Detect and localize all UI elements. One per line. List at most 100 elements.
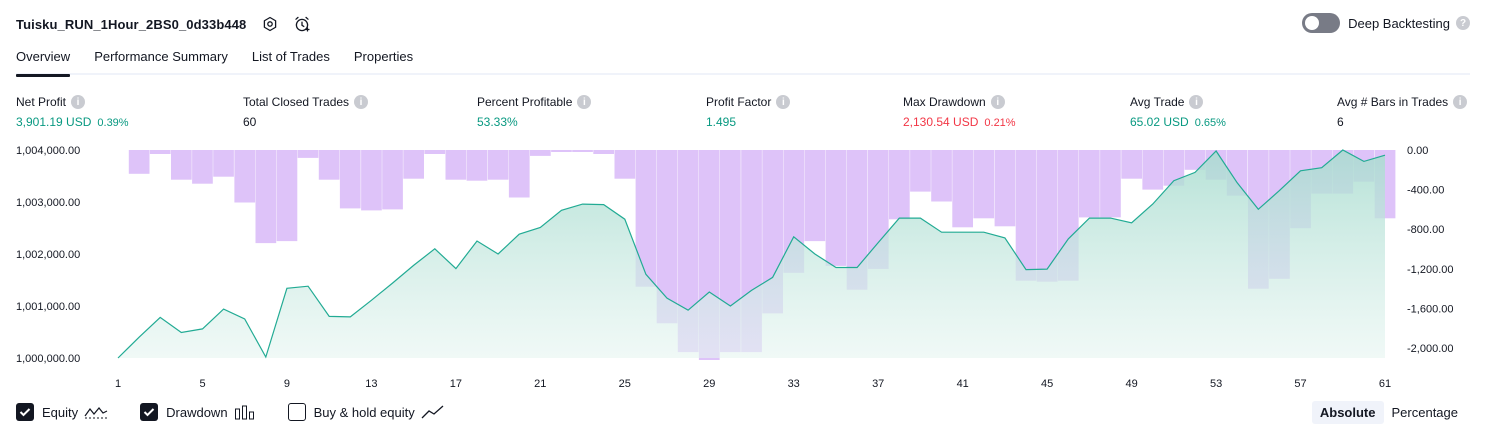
info-icon[interactable]: i bbox=[354, 95, 369, 109]
metric-value: 65.02 USD bbox=[1130, 115, 1189, 129]
info-icon[interactable]: i bbox=[990, 95, 1005, 109]
deep-backtesting-toggle[interactable] bbox=[1302, 13, 1341, 33]
drawdown-bar bbox=[487, 150, 509, 180]
legend-label: Drawdown bbox=[166, 404, 228, 420]
drawdown-bar bbox=[952, 150, 973, 228]
drawdown-bar bbox=[635, 150, 657, 287]
tab-list-of-trades[interactable]: List of Trades bbox=[251, 49, 330, 64]
drawdown-bar bbox=[382, 150, 403, 210]
metric-total-closed-trades: Total Closed Trades i 60 bbox=[243, 94, 369, 129]
legend-equity[interactable]: Equity bbox=[16, 403, 108, 421]
drawdown-bar bbox=[297, 150, 319, 158]
buyhold-line-icon bbox=[421, 404, 445, 420]
info-icon[interactable]: i bbox=[71, 95, 86, 109]
x-axis-tick: 41 bbox=[957, 378, 969, 390]
drawdown-bar bbox=[889, 150, 910, 220]
info-icon[interactable]: i bbox=[1189, 95, 1204, 109]
drawdown-bar bbox=[171, 150, 192, 180]
metric-label: Avg Trade bbox=[1130, 95, 1185, 109]
tab-overview[interactable]: Overview bbox=[16, 47, 71, 77]
x-axis-tick: 61 bbox=[1379, 378, 1391, 390]
equity-checkbox[interactable] bbox=[16, 403, 34, 421]
metric-label: Percent Profitable bbox=[477, 95, 573, 109]
tab-properties[interactable]: Properties bbox=[353, 49, 414, 64]
alarm-clock-add-icon[interactable] bbox=[292, 14, 312, 34]
drawdown-bar bbox=[551, 150, 572, 152]
right-axis-tick: -1,600.00 bbox=[1407, 304, 1453, 316]
x-axis-tick: 57 bbox=[1294, 378, 1306, 390]
drawdown-bar bbox=[149, 150, 171, 154]
deep-backtesting-label: Deep Backtesting bbox=[1348, 15, 1450, 31]
buy-hold-checkbox[interactable] bbox=[287, 403, 306, 421]
drawdown-bar bbox=[656, 150, 678, 324]
metric-percent-profitable: Percent Profitable i 53.33% bbox=[477, 94, 592, 129]
x-axis-tick: 45 bbox=[1041, 378, 1053, 390]
left-axis: 1,004,000.00 1,003,000.00 1,002,000.00 1,00… bbox=[16, 145, 80, 365]
drawdown-bar bbox=[1036, 150, 1058, 282]
metric-net-profit: Net Profit i 3,901.19 USD 0.39% bbox=[16, 94, 129, 129]
metric-value: 6 bbox=[1337, 115, 1344, 129]
drawdown-bar bbox=[403, 150, 424, 179]
drawdown-bar bbox=[1142, 150, 1164, 190]
equity-area bbox=[118, 150, 1385, 358]
equity-area-icon bbox=[84, 404, 108, 420]
x-axis-tick: 49 bbox=[1125, 378, 1137, 390]
x-axis-tick: 5 bbox=[199, 378, 205, 390]
toggle-knob bbox=[1305, 16, 1320, 30]
drawdown-bar bbox=[572, 150, 593, 152]
drawdown-checkbox[interactable] bbox=[140, 403, 159, 421]
drawdown-bar bbox=[276, 150, 298, 242]
metric-value: 3,901.19 USD bbox=[16, 115, 92, 129]
right-axis-tick: -800.00 bbox=[1407, 224, 1444, 236]
drawdown-bars-icon bbox=[234, 404, 256, 420]
drawdown-bar bbox=[361, 150, 382, 211]
legend-drawdown[interactable]: Drawdown bbox=[140, 403, 255, 421]
drawdown-bar bbox=[804, 150, 826, 242]
metric-percent: 0.65% bbox=[1194, 117, 1226, 129]
x-axis-tick: 29 bbox=[703, 378, 715, 390]
right-axis: 0.00 -400.00 -800.00 -1,200.00 -1,600.00 -2,0… bbox=[1407, 145, 1453, 355]
drawdown-bar bbox=[508, 150, 530, 198]
metric-label: Net Profit bbox=[16, 95, 67, 109]
drawdown-bar bbox=[825, 150, 847, 266]
drawdown-bar bbox=[994, 150, 1016, 227]
legend-label: Buy & hold equity bbox=[313, 404, 415, 420]
drawdown-bar bbox=[1079, 150, 1100, 218]
info-icon[interactable]: i bbox=[776, 95, 791, 109]
legend-buy-hold[interactable]: Buy & hold equity bbox=[287, 403, 445, 421]
drawdown-bar bbox=[1121, 150, 1142, 179]
equity-line bbox=[117, 149, 1386, 359]
drawdown-bar bbox=[213, 150, 234, 177]
drawdown-bar bbox=[931, 150, 952, 202]
equity-drawdown-chart[interactable]: 1,004,000.00 1,003,000.00 1,002,000.00 1,00… bbox=[0, 140, 1486, 395]
metric-label: Avg # Bars in Trades bbox=[1337, 95, 1449, 109]
drawdown-bar bbox=[1015, 150, 1037, 281]
left-axis-tick: 1,000,000.00 bbox=[16, 353, 80, 365]
drawdown-bar bbox=[318, 150, 340, 180]
right-axis-tick: -1,200.00 bbox=[1407, 264, 1453, 276]
legend-label: Equity bbox=[42, 404, 79, 420]
metric-max-drawdown: Max Drawdown i 2,130.54 USD 0.21% bbox=[903, 94, 1016, 129]
metric-value: 60 bbox=[243, 115, 257, 129]
metric-avg-bars: Avg # Bars in Trades i 6 bbox=[1337, 94, 1468, 129]
x-axis-tick: 25 bbox=[619, 378, 631, 390]
drawdown-bar bbox=[339, 150, 361, 209]
tab-performance-summary[interactable]: Performance Summary bbox=[94, 49, 228, 64]
x-axis: 1 5 9 13 17 21 25 29 33 37 41 45 49 53 57 61 bbox=[115, 378, 1391, 390]
right-axis-tick: -400.00 bbox=[1407, 185, 1444, 197]
help-icon[interactable]: ? bbox=[1456, 16, 1470, 30]
percentage-button[interactable]: Percentage bbox=[1391, 405, 1459, 420]
absolute-button[interactable]: Absolute bbox=[1311, 401, 1384, 424]
drawdown-bar bbox=[192, 150, 213, 184]
drawdown-bar bbox=[846, 150, 868, 290]
drawdown-bar bbox=[128, 150, 150, 174]
right-axis-tick: 0.00 bbox=[1407, 145, 1428, 157]
drawdown-bar bbox=[1163, 150, 1185, 186]
info-icon[interactable]: i bbox=[577, 95, 592, 109]
drawdown-bar bbox=[910, 150, 931, 192]
metric-label: Profit Factor bbox=[706, 95, 772, 109]
header: Tuisku_RUN_1Hour_2BS0_0d33b448 bbox=[16, 12, 312, 36]
metric-percent: 0.21% bbox=[984, 117, 1016, 129]
info-icon[interactable]: i bbox=[1453, 95, 1468, 109]
settings-gear-icon[interactable] bbox=[260, 14, 280, 34]
